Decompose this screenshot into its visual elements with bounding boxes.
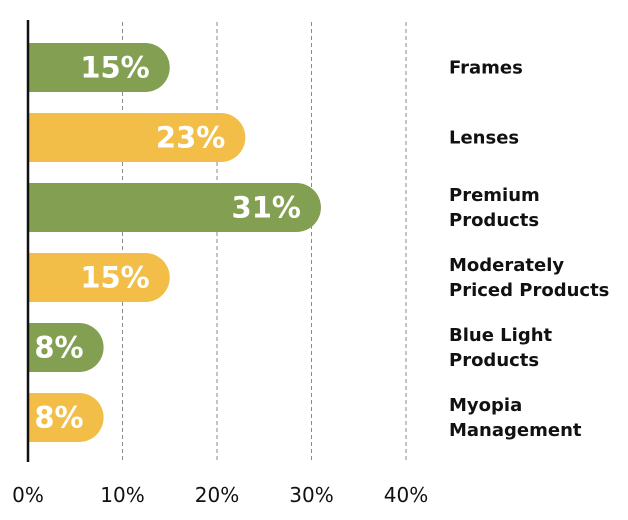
- category-label: Myopia Management: [449, 395, 582, 441]
- bar: [28, 253, 170, 302]
- x-tick-labels: 0% 10% 20% 30% 40%: [12, 483, 428, 507]
- bar-value-label: 31%: [232, 191, 301, 225]
- category-label: Moderately Priced Products: [449, 255, 609, 301]
- category-label: Lenses: [449, 128, 519, 149]
- category-label-line: Lenses: [449, 128, 519, 149]
- category-label-line: Frames: [449, 58, 523, 79]
- bar: [28, 393, 104, 442]
- category-labels: Frames Lenses Premium Products Moderately Pri…: [449, 58, 609, 442]
- x-tick-label: 0%: [12, 483, 44, 507]
- category-label: Blue Light Products: [449, 325, 553, 371]
- x-tick-label: 20%: [195, 483, 239, 507]
- category-label-line: Management: [449, 420, 582, 441]
- category-label-line: Products: [449, 350, 539, 371]
- category-label-line: Products: [449, 210, 539, 231]
- bar: [28, 113, 246, 162]
- x-tick-label: 40%: [384, 483, 428, 507]
- x-tick-label: 30%: [289, 483, 333, 507]
- bar-value-label: 15%: [80, 51, 149, 85]
- bar-value-label: 8%: [34, 331, 83, 365]
- bars: 15% 23% 31% 15% 8% 8%: [28, 43, 321, 442]
- category-label: Frames: [449, 58, 523, 79]
- x-tick-label: 10%: [100, 483, 144, 507]
- bar: [28, 323, 104, 372]
- category-label-line: Priced Products: [449, 280, 609, 301]
- category-label-line: Blue Light: [449, 325, 553, 346]
- category-label: Premium Products: [449, 185, 540, 231]
- category-label-line: Moderately: [449, 255, 564, 276]
- bar: [28, 43, 170, 92]
- bar-value-label: 15%: [80, 261, 149, 295]
- grid-lines: [122, 22, 407, 462]
- category-label-line: Premium: [449, 185, 540, 206]
- bar: [28, 183, 321, 232]
- bar-value-label: 8%: [34, 401, 83, 435]
- bar-value-label: 23%: [156, 121, 225, 155]
- category-label-line: Myopia: [449, 395, 522, 416]
